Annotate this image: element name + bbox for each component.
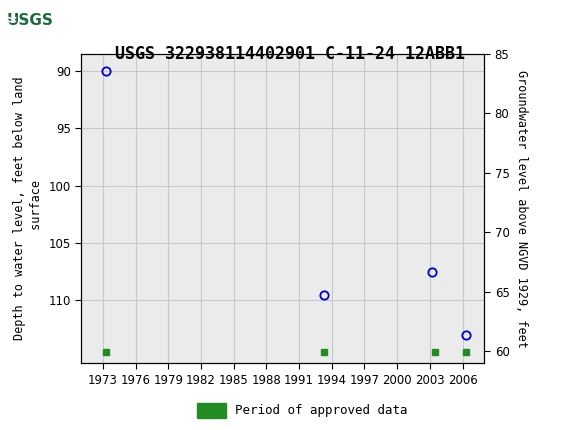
Y-axis label: Groundwater level above NGVD 1929, feet: Groundwater level above NGVD 1929, feet — [515, 70, 528, 347]
Text: ≈: ≈ — [2, 11, 18, 30]
Text: Period of approved data: Period of approved data — [235, 404, 407, 417]
Text: USGS 322938114402901 C-11-24 12ABB1: USGS 322938114402901 C-11-24 12ABB1 — [115, 45, 465, 63]
Bar — [197, 403, 226, 418]
Y-axis label: Depth to water level, feet below land
 surface: Depth to water level, feet below land su… — [13, 77, 43, 341]
Bar — [6, 4, 55, 37]
Text: USGS: USGS — [7, 13, 54, 28]
